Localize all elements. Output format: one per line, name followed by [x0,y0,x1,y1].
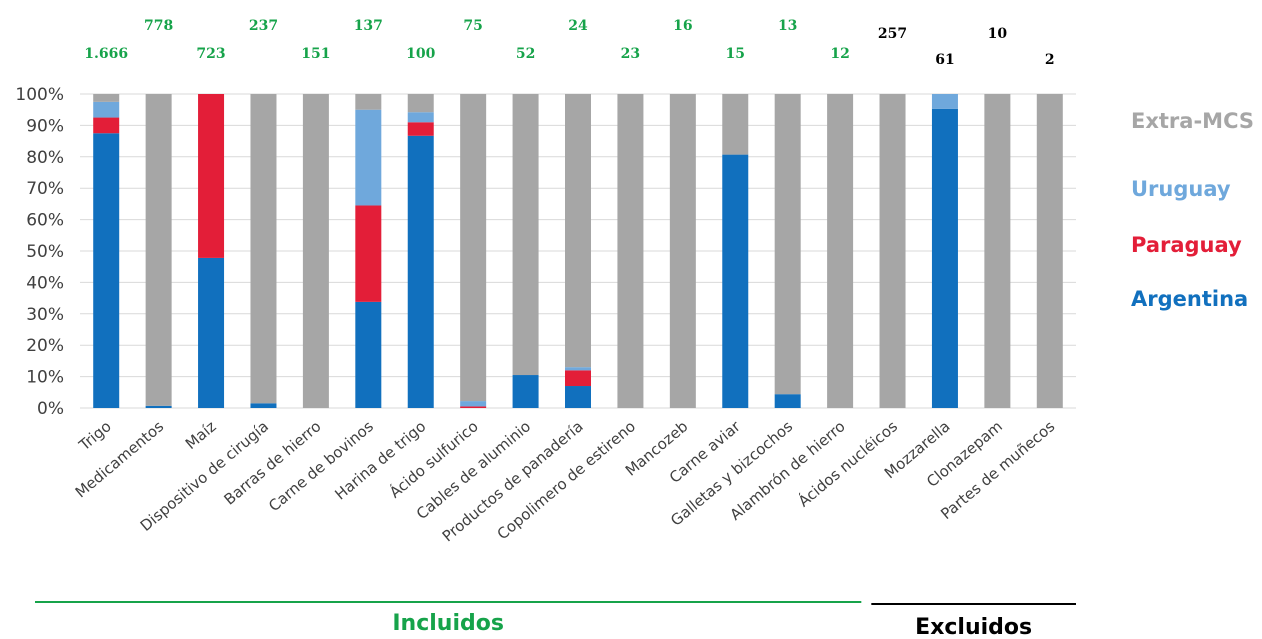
x-tick-label: Harina de trigo [331,417,429,503]
bar-segment [198,257,225,408]
bar-segment [460,94,487,402]
bar-segment [827,94,854,408]
x-tick-label: Medicamentos [72,417,168,501]
bar-segment [145,405,172,408]
bar-segment [774,94,801,395]
count-label: 23 [621,46,640,62]
bar-segment [565,367,591,371]
legend-entry: Extra-MCS [1131,109,1254,133]
bar-segment [460,406,487,408]
bar-segment [774,394,801,408]
count-label: 1.666 [84,46,128,62]
count-label: 237 [249,18,278,34]
x-tick-label: Maíz [182,417,220,453]
bar-segment [931,94,958,109]
x-tick-label: Ácido sulfurico [385,417,481,502]
bar-segment [407,135,434,408]
y-tick-label: 90% [26,116,64,136]
count-label: 15 [726,46,745,62]
count-label: 24 [568,18,588,34]
bar-segment [93,101,120,118]
y-tick-label: 30% [26,305,64,325]
y-tick-label: 100% [15,85,64,105]
count-label: 75 [463,18,482,34]
y-tick-label: 10% [26,368,64,388]
x-tick-label: Trigo [75,417,115,455]
y-tick-label: 40% [26,273,64,293]
bar-segment [407,112,434,123]
count-label: 52 [516,46,535,62]
bar-segment [355,109,382,206]
y-axis-ticks: 0% 10% 20% 30% 40% 50% 60% 70% 80% 90% 100% [15,85,64,419]
bar-segment [302,94,329,408]
bar-segment [512,94,539,376]
bar-segment [565,386,591,408]
bar-segment [198,94,225,258]
bar-segment [722,94,749,155]
bar-segment [984,94,1011,408]
bar-segment [407,94,434,113]
count-label: 778 [144,18,173,34]
legend-entry: Paraguay [1131,233,1242,257]
y-tick-label: 60% [26,211,64,231]
bar-segment [250,403,277,408]
bar-segment [565,94,591,368]
bars [93,94,1063,409]
bar-segment [355,94,382,110]
bar-segment [669,94,696,408]
count-label: 257 [878,26,907,42]
y-tick-label: 50% [26,242,64,262]
bar-segment [722,154,749,408]
count-label: 723 [196,46,225,62]
bar-segment [93,133,120,408]
count-label: 12 [830,46,849,62]
bar-segment [250,94,277,404]
group-label: Excluidos [915,615,1032,639]
y-tick-label: 80% [26,148,64,168]
count-label: 151 [301,46,330,62]
count-labels: 1.666 778 723 237 151 137 100 75 52 24 23 16 15 13 12 2… [84,18,1054,68]
group-label: Incluidos [392,611,504,636]
count-label: 100 [406,46,435,62]
count-label: 137 [354,18,383,34]
legend: Extra-MCS Uruguay Paraguay Argentina [1131,109,1254,311]
y-tick-label: 20% [26,336,64,356]
group-brackets: Incluidos Excluidos [35,601,1076,639]
bar-segment [1036,94,1063,408]
bar-segment [93,94,120,102]
y-tick-label: 70% [26,179,64,199]
bar-segment [355,301,382,408]
bar-segment [512,375,539,408]
count-label: 61 [935,52,954,68]
bar-segment [407,122,434,136]
count-label: 13 [778,18,797,34]
legend-entry: Uruguay [1131,177,1231,201]
bar-segment [460,401,487,407]
bar-segment [355,205,382,302]
bar-segment [93,117,120,134]
count-label: 16 [673,18,692,34]
count-label: 10 [988,26,1008,42]
bar-segment [145,94,172,406]
count-label: 2 [1045,52,1055,68]
bar-segment [617,94,644,408]
legend-entry: Argentina [1131,287,1248,311]
bar-segment [565,370,591,387]
bar-segment [931,108,958,409]
y-tick-label: 0% [37,399,64,419]
bar-segment [879,94,906,408]
